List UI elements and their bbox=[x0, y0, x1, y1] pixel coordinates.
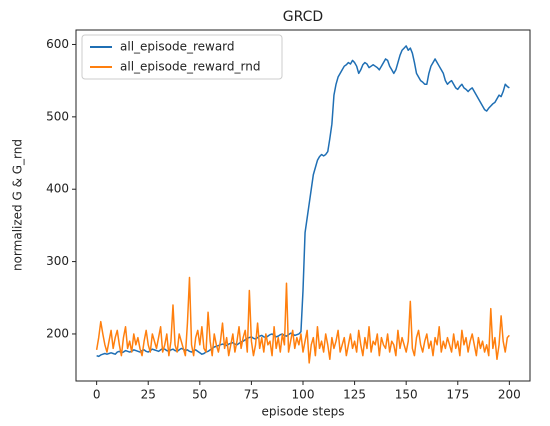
y-tick-label: 300 bbox=[46, 254, 69, 268]
legend-label: all_episode_reward_rnd bbox=[120, 60, 260, 74]
y-axis-label: normalized G & G_rnd bbox=[11, 139, 25, 271]
legend-box bbox=[81, 34, 283, 80]
y-tick-label: 200 bbox=[46, 326, 69, 340]
x-tick-label: 125 bbox=[343, 388, 366, 402]
x-tick-label: 75 bbox=[244, 388, 259, 402]
x-tick-label: 150 bbox=[395, 388, 418, 402]
x-tick-label: 100 bbox=[292, 388, 315, 402]
x-tick-label: 175 bbox=[446, 388, 469, 402]
y-tick-label: 500 bbox=[46, 109, 69, 123]
x-axis-label: episode steps bbox=[262, 405, 345, 419]
x-tick-label: 50 bbox=[192, 388, 207, 402]
series-line bbox=[95, 276, 510, 364]
x-tick-label: 25 bbox=[141, 388, 156, 402]
series-line bbox=[96, 45, 510, 358]
plot-frame bbox=[75, 29, 531, 382]
x-tick-label: 200 bbox=[498, 388, 521, 402]
chart-title: GRCD bbox=[283, 9, 323, 25]
y-tick-label: 600 bbox=[46, 37, 69, 51]
legend-label: all_episode_reward bbox=[120, 40, 235, 54]
y-tick-label: 400 bbox=[46, 182, 69, 196]
x-tick-label: 0 bbox=[93, 388, 101, 402]
